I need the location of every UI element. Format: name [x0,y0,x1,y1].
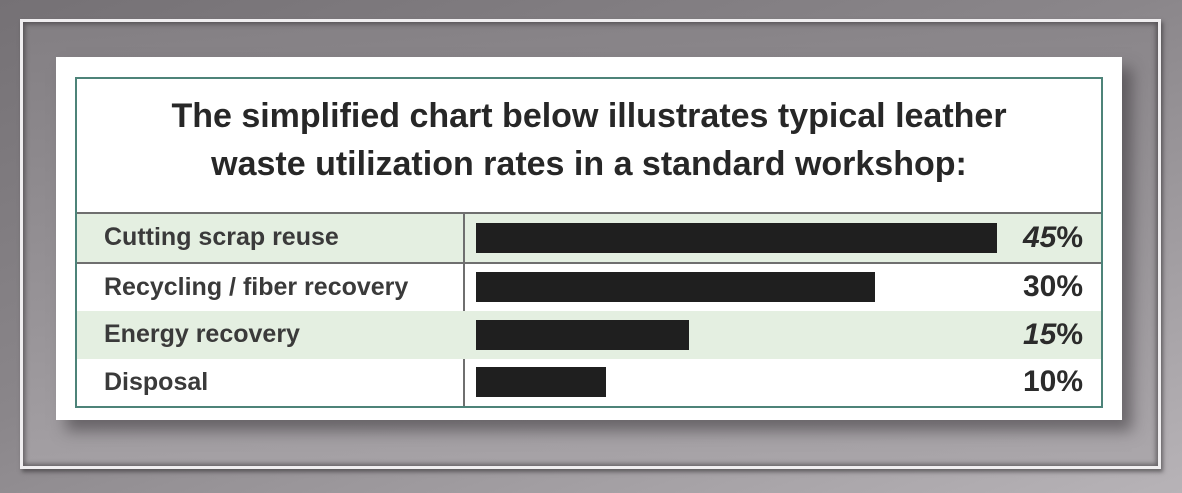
chart-title-line1: The simplified chart below illustrates t… [171,97,1007,135]
bar-disposal [476,367,606,398]
value-label: 15% [1022,317,1083,351]
chart-title-line2: waste utilization rates in a standard wo… [211,145,967,183]
row-label: Energy recovery [104,320,300,349]
row-label: Cutting scrap reuse [77,214,465,262]
bar-table: Cutting scrap reuse 45% Recycling / fibe… [77,214,1101,406]
chart-card: The simplified chart below illustrates t… [56,57,1122,420]
value-label: 45% [1022,220,1083,254]
bar-energy-recovery [476,319,689,350]
value-label: 10% [1022,365,1083,399]
bar-cell: 30% [465,264,1101,312]
table-row-recycling-fiber-recovery: Recycling / fiber recovery 30% [77,263,1101,312]
row-label: Disposal [77,358,465,406]
chart-title: The simplified chart below illustrates t… [77,79,1101,214]
bar-cutting-scrap-reuse [476,222,997,253]
table-row-disposal: Disposal 10% [77,358,1101,407]
table-row-energy-recovery: Energy recovery 15% [77,311,1101,359]
chart-panel: The simplified chart below illustrates t… [75,77,1103,408]
bar-cell: 10% [465,359,1101,407]
value-label: 30% [1022,270,1083,304]
bar-cell: 15% [465,311,1101,359]
table-row-cutting-scrap-reuse: Cutting scrap reuse 45% [77,214,1101,264]
bar-cell: 45% [465,214,1101,262]
row-label: Recycling / fiber recovery [77,263,465,311]
bar-recycling-fiber-recovery [476,272,875,303]
